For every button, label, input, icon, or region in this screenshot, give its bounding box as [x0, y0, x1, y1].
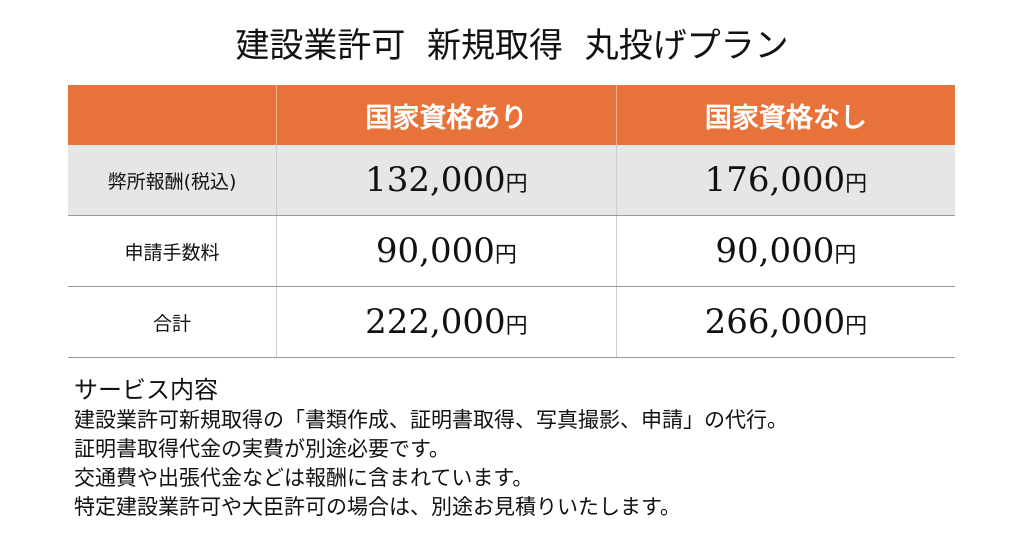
header-row: 国家資格あり 国家資格なし [68, 85, 955, 145]
notes-lines: 建設業許可新規取得の「書類作成、証明書取得、写真撮影、申請」の代行。 証明書取得代… [74, 404, 788, 520]
unit: 円 [494, 243, 517, 268]
unit: 円 [834, 243, 857, 268]
corner-cell [68, 85, 277, 145]
price-cell: 222,000円 [276, 286, 617, 358]
unit: 円 [505, 314, 528, 339]
amount: 90,000 [375, 231, 495, 271]
notes-heading: サービス内容 [74, 376, 218, 404]
amount: 90,000 [715, 231, 835, 271]
price-cell: 132,000円 [276, 145, 617, 216]
table-row: 申請手数料 90,000円 90,000円 [68, 215, 955, 287]
column-header: 国家資格なし [616, 85, 955, 145]
price-cell: 90,000円 [276, 215, 617, 287]
note-line: 証明書取得代金の実費が別途必要です。 [74, 437, 450, 461]
note-line: 特定建設業許可や大臣許可の場合は、別途お見積りいたします。 [74, 495, 681, 519]
unit: 円 [845, 172, 868, 197]
unit: 円 [505, 172, 528, 197]
amount: 132,000 [365, 160, 506, 200]
amount: 266,000 [704, 302, 846, 342]
row-label: 弊所報酬(税込) [68, 145, 277, 216]
amount: 176,000 [704, 160, 846, 200]
row-label: 申請手数料 [68, 215, 277, 287]
table-row: 合計 222,000円 266,000円 [68, 286, 955, 358]
table-body: 弊所報酬(税込) 132,000円 176,000円 申請手数料 90,000円 90,0… [68, 145, 955, 358]
price-table: 国家資格あり 国家資格なし 弊所報酬(税込) 132,000円 176,000円 申請… [68, 85, 955, 358]
title: 建設業許可 新規取得 丸投げプラン [235, 26, 789, 66]
column-header: 国家資格あり [276, 85, 617, 145]
amount: 222,000 [365, 302, 506, 342]
note-line: 交通費や出張代金などは報酬に含まれています。 [74, 466, 534, 490]
price-cell: 266,000円 [616, 286, 955, 358]
table-row: 弊所報酬(税込) 132,000円 176,000円 [68, 145, 955, 216]
row-label: 合計 [68, 286, 277, 358]
price-cell: 90,000円 [616, 215, 955, 287]
notes: サービス内容 建設業許可新規取得の「書類作成、証明書取得、写真撮影、申請」の代行… [74, 370, 788, 520]
price-cell: 176,000円 [616, 145, 955, 216]
note-line: 建設業許可新規取得の「書類作成、証明書取得、写真撮影、申請」の代行。 [74, 408, 788, 432]
unit: 円 [845, 314, 868, 339]
